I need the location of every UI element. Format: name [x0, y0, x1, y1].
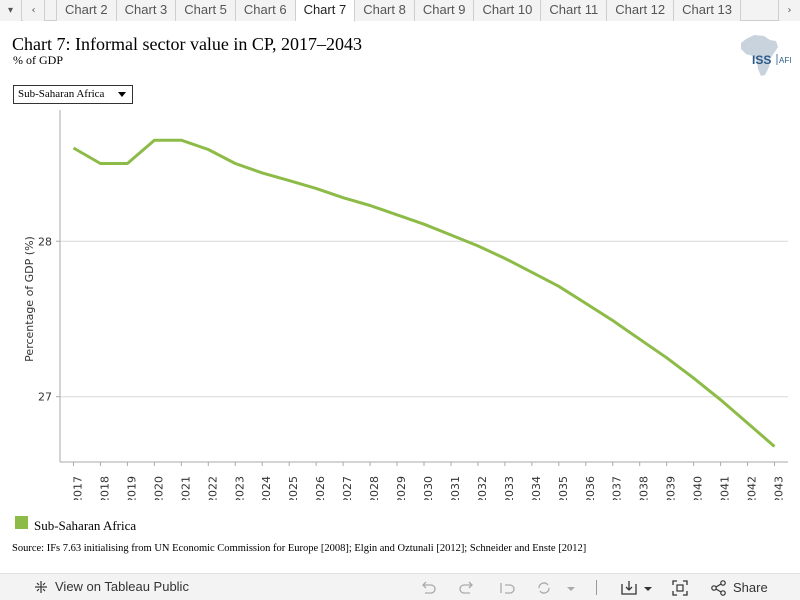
- x-tick-label: 2035: [557, 476, 570, 500]
- x-tick-label: 2039: [665, 476, 678, 500]
- x-tick-label: 2029: [395, 476, 408, 500]
- toolbar-separator: [596, 580, 597, 595]
- tab-chart-11[interactable]: Chart 11: [541, 0, 608, 21]
- fullscreen-icon[interactable]: [671, 579, 689, 597]
- y-tick-labels: 27 28: [38, 235, 60, 404]
- tableau-toolbar: View on Tableau Public Share: [0, 573, 800, 600]
- tab-scroll-left-icon[interactable]: ‹: [23, 0, 45, 21]
- redo-icon[interactable]: [458, 579, 476, 597]
- revert-icon[interactable]: [498, 579, 516, 597]
- download-icon[interactable]: [620, 579, 638, 597]
- refresh-menu-chevron-icon[interactable]: [562, 579, 580, 597]
- x-tick-label: 2032: [476, 476, 489, 500]
- legend-swatch: [15, 516, 28, 529]
- refresh-icon[interactable]: [535, 579, 553, 597]
- x-tick-label: 2021: [179, 476, 192, 500]
- x-tick-label: 2038: [638, 476, 651, 500]
- logo-subtext: AFI: [779, 56, 791, 65]
- iss-africa-logo: ISS AFI: [741, 35, 791, 76]
- tab-chart-6[interactable]: Chart 6: [235, 0, 296, 21]
- tab-menu-icon[interactable]: ▾: [0, 0, 22, 21]
- legend-label: Sub-Saharan Africa: [34, 518, 137, 530]
- x-tick-label: 2023: [233, 476, 246, 500]
- tab-chart-3[interactable]: Chart 3: [116, 0, 177, 21]
- grid-lines: [60, 240, 788, 398]
- x-tick-label: 2028: [368, 476, 381, 500]
- x-tick-label: 2030: [422, 476, 435, 500]
- x-tick-label: 2036: [584, 476, 597, 500]
- download-menu-chevron-icon[interactable]: [639, 579, 657, 597]
- chart-title: Chart 7: Informal sector value in CP, 20…: [12, 34, 362, 54]
- tab-chart-12[interactable]: Chart 12: [607, 0, 675, 21]
- y-tick-label: 27: [38, 391, 52, 404]
- legend[interactable]: Sub-Saharan Africa: [15, 513, 215, 530]
- x-tick-label: 2019: [125, 476, 138, 500]
- share-button[interactable]: Share: [733, 580, 768, 595]
- source-note: Source: IFs 7.63 initialising from UN Ec…: [12, 543, 587, 554]
- x-tick-label: 2037: [611, 476, 624, 500]
- logo-text: ISS: [752, 53, 771, 67]
- chevron-down-icon: [118, 92, 126, 97]
- x-tick-label: 2025: [287, 476, 300, 500]
- x-tick-label: 2041: [719, 476, 732, 500]
- tab-chart-5[interactable]: Chart 5: [176, 0, 236, 21]
- africa-map-icon: [741, 35, 778, 76]
- x-tick-label: 2027: [341, 476, 354, 500]
- x-tick-label: 2017: [71, 476, 84, 500]
- x-tick-label: 2040: [692, 476, 705, 500]
- x-tick-label: 2033: [503, 476, 516, 500]
- x-tick-label: 2031: [449, 476, 462, 500]
- series-line-sub-saharan-africa[interactable]: [72, 138, 776, 448]
- line-chart: 27 28 2017 2018 2019 2020 2021 2022 2023 2024 202…: [23, 110, 788, 500]
- x-tick-label: 2018: [98, 476, 111, 500]
- tab-list: Chart 2 Chart 3 Chart 5 Chart 6 Chart 7 Chart…: [56, 0, 742, 22]
- tab-chart-9[interactable]: Chart 9: [414, 0, 475, 21]
- x-tick-label: 2042: [746, 476, 759, 500]
- tab-chart-7[interactable]: Chart 7: [295, 0, 356, 22]
- region-filter-value: Sub-Saharan Africa: [18, 88, 105, 100]
- tableau-logo-icon: [35, 580, 47, 593]
- x-tick-labels: 2017 2018 2019 2020 2021 2022 2023 2024 2025 2026…: [71, 462, 786, 500]
- y-tick-label: 28: [38, 235, 52, 248]
- tab-chart-8[interactable]: Chart 8: [355, 0, 415, 21]
- tab-chart-2[interactable]: Chart 2: [56, 0, 117, 21]
- x-tick-label: 2020: [152, 476, 165, 500]
- y-axis-label: Percentage of GDP (%): [23, 236, 36, 362]
- undo-icon[interactable]: [419, 579, 437, 597]
- region-filter-dropdown[interactable]: Sub-Saharan Africa: [13, 85, 133, 104]
- tab-scroll-right-icon[interactable]: ›: [778, 0, 800, 21]
- tab-chart-13[interactable]: Chart 13: [674, 0, 742, 21]
- share-icon[interactable]: [710, 579, 728, 597]
- chart-subtitle: % of GDP: [13, 53, 63, 67]
- x-tick-label: 2034: [530, 476, 543, 500]
- x-tick-label: 2043: [773, 476, 786, 500]
- tab-chart-10[interactable]: Chart 10: [474, 0, 542, 21]
- view-on-tableau-public-label: View on Tableau Public: [55, 579, 189, 594]
- view-on-tableau-public-link[interactable]: View on Tableau Public: [34, 579, 189, 594]
- x-tick-label: 2024: [260, 476, 273, 500]
- x-tick-label: 2026: [314, 476, 327, 500]
- x-tick-label: 2022: [206, 476, 219, 500]
